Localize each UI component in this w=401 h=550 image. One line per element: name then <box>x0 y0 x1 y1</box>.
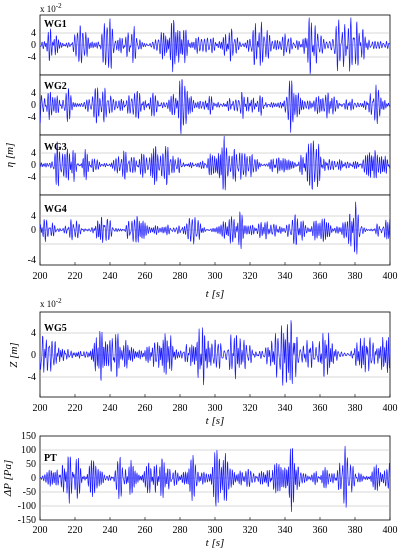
x-tick-label: 240 <box>103 525 118 536</box>
panel-wg1: WG1 4 0 -4 <box>28 14 391 76</box>
middle-x-ticks: 200 220 240 260 280 300 320 340 360 380 400 <box>33 394 398 414</box>
x-tick-label: 280 <box>173 271 188 282</box>
x-tick-label: 220 <box>68 403 83 414</box>
y-tick-label: -4 <box>28 172 36 183</box>
top-chart-group: x 10-2 WG1 4 0 -4 WG2 <box>4 2 398 300</box>
x-tick-label: 240 <box>103 403 118 414</box>
series-wg4-line <box>39 201 391 255</box>
x-tick-label: 280 <box>173 525 188 536</box>
series-label-pt: PT <box>44 453 57 464</box>
middle-scale-factor: x 10-2 <box>40 297 62 309</box>
x-tick-label: 200 <box>33 271 48 282</box>
y-tick-label: -150 <box>18 515 36 526</box>
panel-wg4: WG4 4 0 -4 <box>28 194 391 266</box>
top-x-axis-label: t [s] <box>206 288 225 300</box>
series-wg2-line <box>39 79 391 135</box>
y-tick-label: 0 <box>31 350 36 361</box>
x-tick-label: 300 <box>208 271 223 282</box>
y-tick-label: 150 <box>21 431 36 442</box>
y-tick-label: 4 <box>31 88 36 99</box>
x-tick-label: 340 <box>278 271 293 282</box>
top-x-ticks: 200 220 240 260 280 300 320 340 360 380 400 <box>33 262 398 282</box>
y-tick-label: 0 <box>31 100 36 111</box>
y-tick-label: 4 <box>31 328 36 339</box>
x-tick-label: 260 <box>138 403 153 414</box>
y-tick-label: 0 <box>31 40 36 51</box>
x-tick-label: 340 <box>278 525 293 536</box>
x-tick-label: 220 <box>68 271 83 282</box>
panel-wg2: WG2 4 0 -4 <box>28 74 391 136</box>
x-tick-label: 320 <box>243 525 258 536</box>
y-tick-label: 0 <box>31 473 36 484</box>
series-label-wg5: WG5 <box>44 323 67 334</box>
y-tick-label: 4 <box>31 28 36 39</box>
x-tick-label: 360 <box>313 271 328 282</box>
bottom-chart-group: PT 150 100 50 0 -50 -100 -150 ΔP [Pa] 200 220 24… <box>2 431 398 549</box>
x-tick-label: 380 <box>348 525 363 536</box>
y-tick-label: 0 <box>31 225 36 236</box>
x-tick-label: 320 <box>243 271 258 282</box>
y-tick-label: 4 <box>31 211 36 222</box>
x-tick-label: 380 <box>348 403 363 414</box>
y-tick-label: -4 <box>28 372 36 383</box>
middle-y-axis-label: Z [m] <box>8 342 20 367</box>
x-tick-label: 300 <box>208 403 223 414</box>
x-tick-label: 240 <box>103 271 118 282</box>
series-label-wg3: WG3 <box>44 142 67 153</box>
y-tick-label: 100 <box>21 445 36 456</box>
top-scale-factor: x 10-2 <box>40 2 62 14</box>
series-label-wg1: WG1 <box>44 19 67 30</box>
y-tick-label: -4 <box>28 255 36 266</box>
x-tick-label: 320 <box>243 403 258 414</box>
panel-wg3: WG3 4 0 -4 <box>28 134 391 196</box>
y-tick-label: 4 <box>31 148 36 159</box>
series-label-wg4: WG4 <box>44 204 67 215</box>
series-wg3-line <box>39 135 391 191</box>
series-pt-line <box>39 445 391 512</box>
y-tick-label: -100 <box>18 501 36 512</box>
x-tick-label: 200 <box>33 403 48 414</box>
x-tick-label: 360 <box>313 403 328 414</box>
x-tick-label: 260 <box>138 271 153 282</box>
bottom-y-axis-label: ΔP [Pa] <box>2 460 14 498</box>
x-tick-label: 340 <box>278 403 293 414</box>
y-tick-label: 50 <box>26 459 36 470</box>
x-tick-label: 380 <box>348 271 363 282</box>
middle-x-axis-label: t [s] <box>206 415 225 427</box>
bottom-x-ticks: 200 220 240 260 280 300 320 340 360 380 400 <box>33 517 398 536</box>
x-tick-label: 400 <box>383 271 398 282</box>
top-y-axis-label: η [m] <box>4 143 16 168</box>
y-tick-label: -50 <box>23 487 36 498</box>
x-tick-label: 360 <box>313 525 328 536</box>
y-tick-label: -4 <box>28 112 36 123</box>
middle-chart-group: x 10-2 WG5 4 0 -4 Z [m] 200 220 240 260 280 3… <box>8 297 398 427</box>
bottom-y-ticks: 150 100 50 0 -50 -100 -150 <box>18 431 36 526</box>
x-tick-label: 220 <box>68 525 83 536</box>
series-wg5-line <box>39 320 391 386</box>
y-tick-label: -4 <box>28 52 36 63</box>
bottom-x-axis-label: t [s] <box>206 537 225 549</box>
series-label-wg2: WG2 <box>44 81 67 92</box>
x-tick-label: 400 <box>383 525 398 536</box>
x-tick-label: 400 <box>383 403 398 414</box>
y-tick-label: 0 <box>31 160 36 171</box>
x-tick-label: 260 <box>138 525 153 536</box>
x-tick-label: 300 <box>208 525 223 536</box>
series-wg1-line <box>39 17 391 75</box>
x-tick-label: 280 <box>173 403 188 414</box>
x-tick-label: 200 <box>33 525 48 536</box>
